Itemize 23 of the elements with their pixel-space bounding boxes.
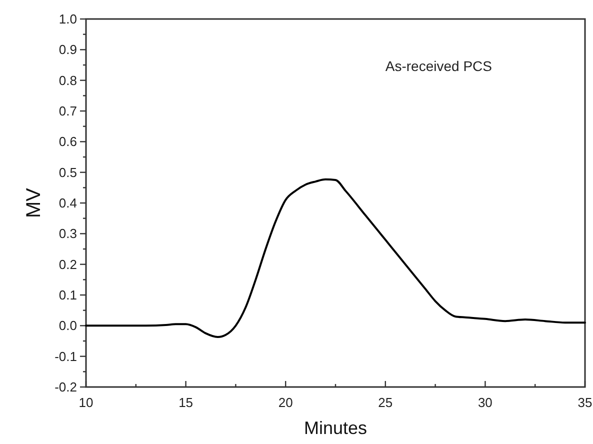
x-tick-label: 20 (278, 395, 293, 410)
y-tick-label: 0.8 (58, 72, 77, 88)
y-tick-label: 0.7 (58, 104, 77, 118)
y-tick-label: -0.2 (54, 380, 77, 394)
x-tick-label: 35 (578, 395, 592, 410)
x-tick-label: 10 (78, 395, 94, 410)
y-tick-label: 0.2 (58, 256, 77, 272)
y-tick-label: -0.1 (54, 348, 77, 364)
y-tick-label: 0.1 (58, 288, 77, 302)
y-tick-label: 0.9 (58, 42, 77, 58)
x-tick-label: 25 (378, 395, 393, 410)
y-tick-label: 0.5 (58, 164, 77, 180)
annotation: As-received PCS (385, 58, 492, 74)
line-series (85, 178, 586, 338)
y-axis-title: MV (23, 187, 45, 218)
y-tick-label: 0.4 (58, 196, 77, 210)
y-tick-label: 1.0 (58, 12, 77, 26)
x-tick-label: 30 (478, 395, 492, 410)
y-tick-label: 0.6 (58, 134, 77, 150)
y-tick-label: 0.3 (58, 226, 77, 242)
text: 0.0 (58, 318, 77, 334)
x-tick-label: 15 (178, 395, 194, 410)
x-axis-title: Minutes (304, 418, 368, 438)
